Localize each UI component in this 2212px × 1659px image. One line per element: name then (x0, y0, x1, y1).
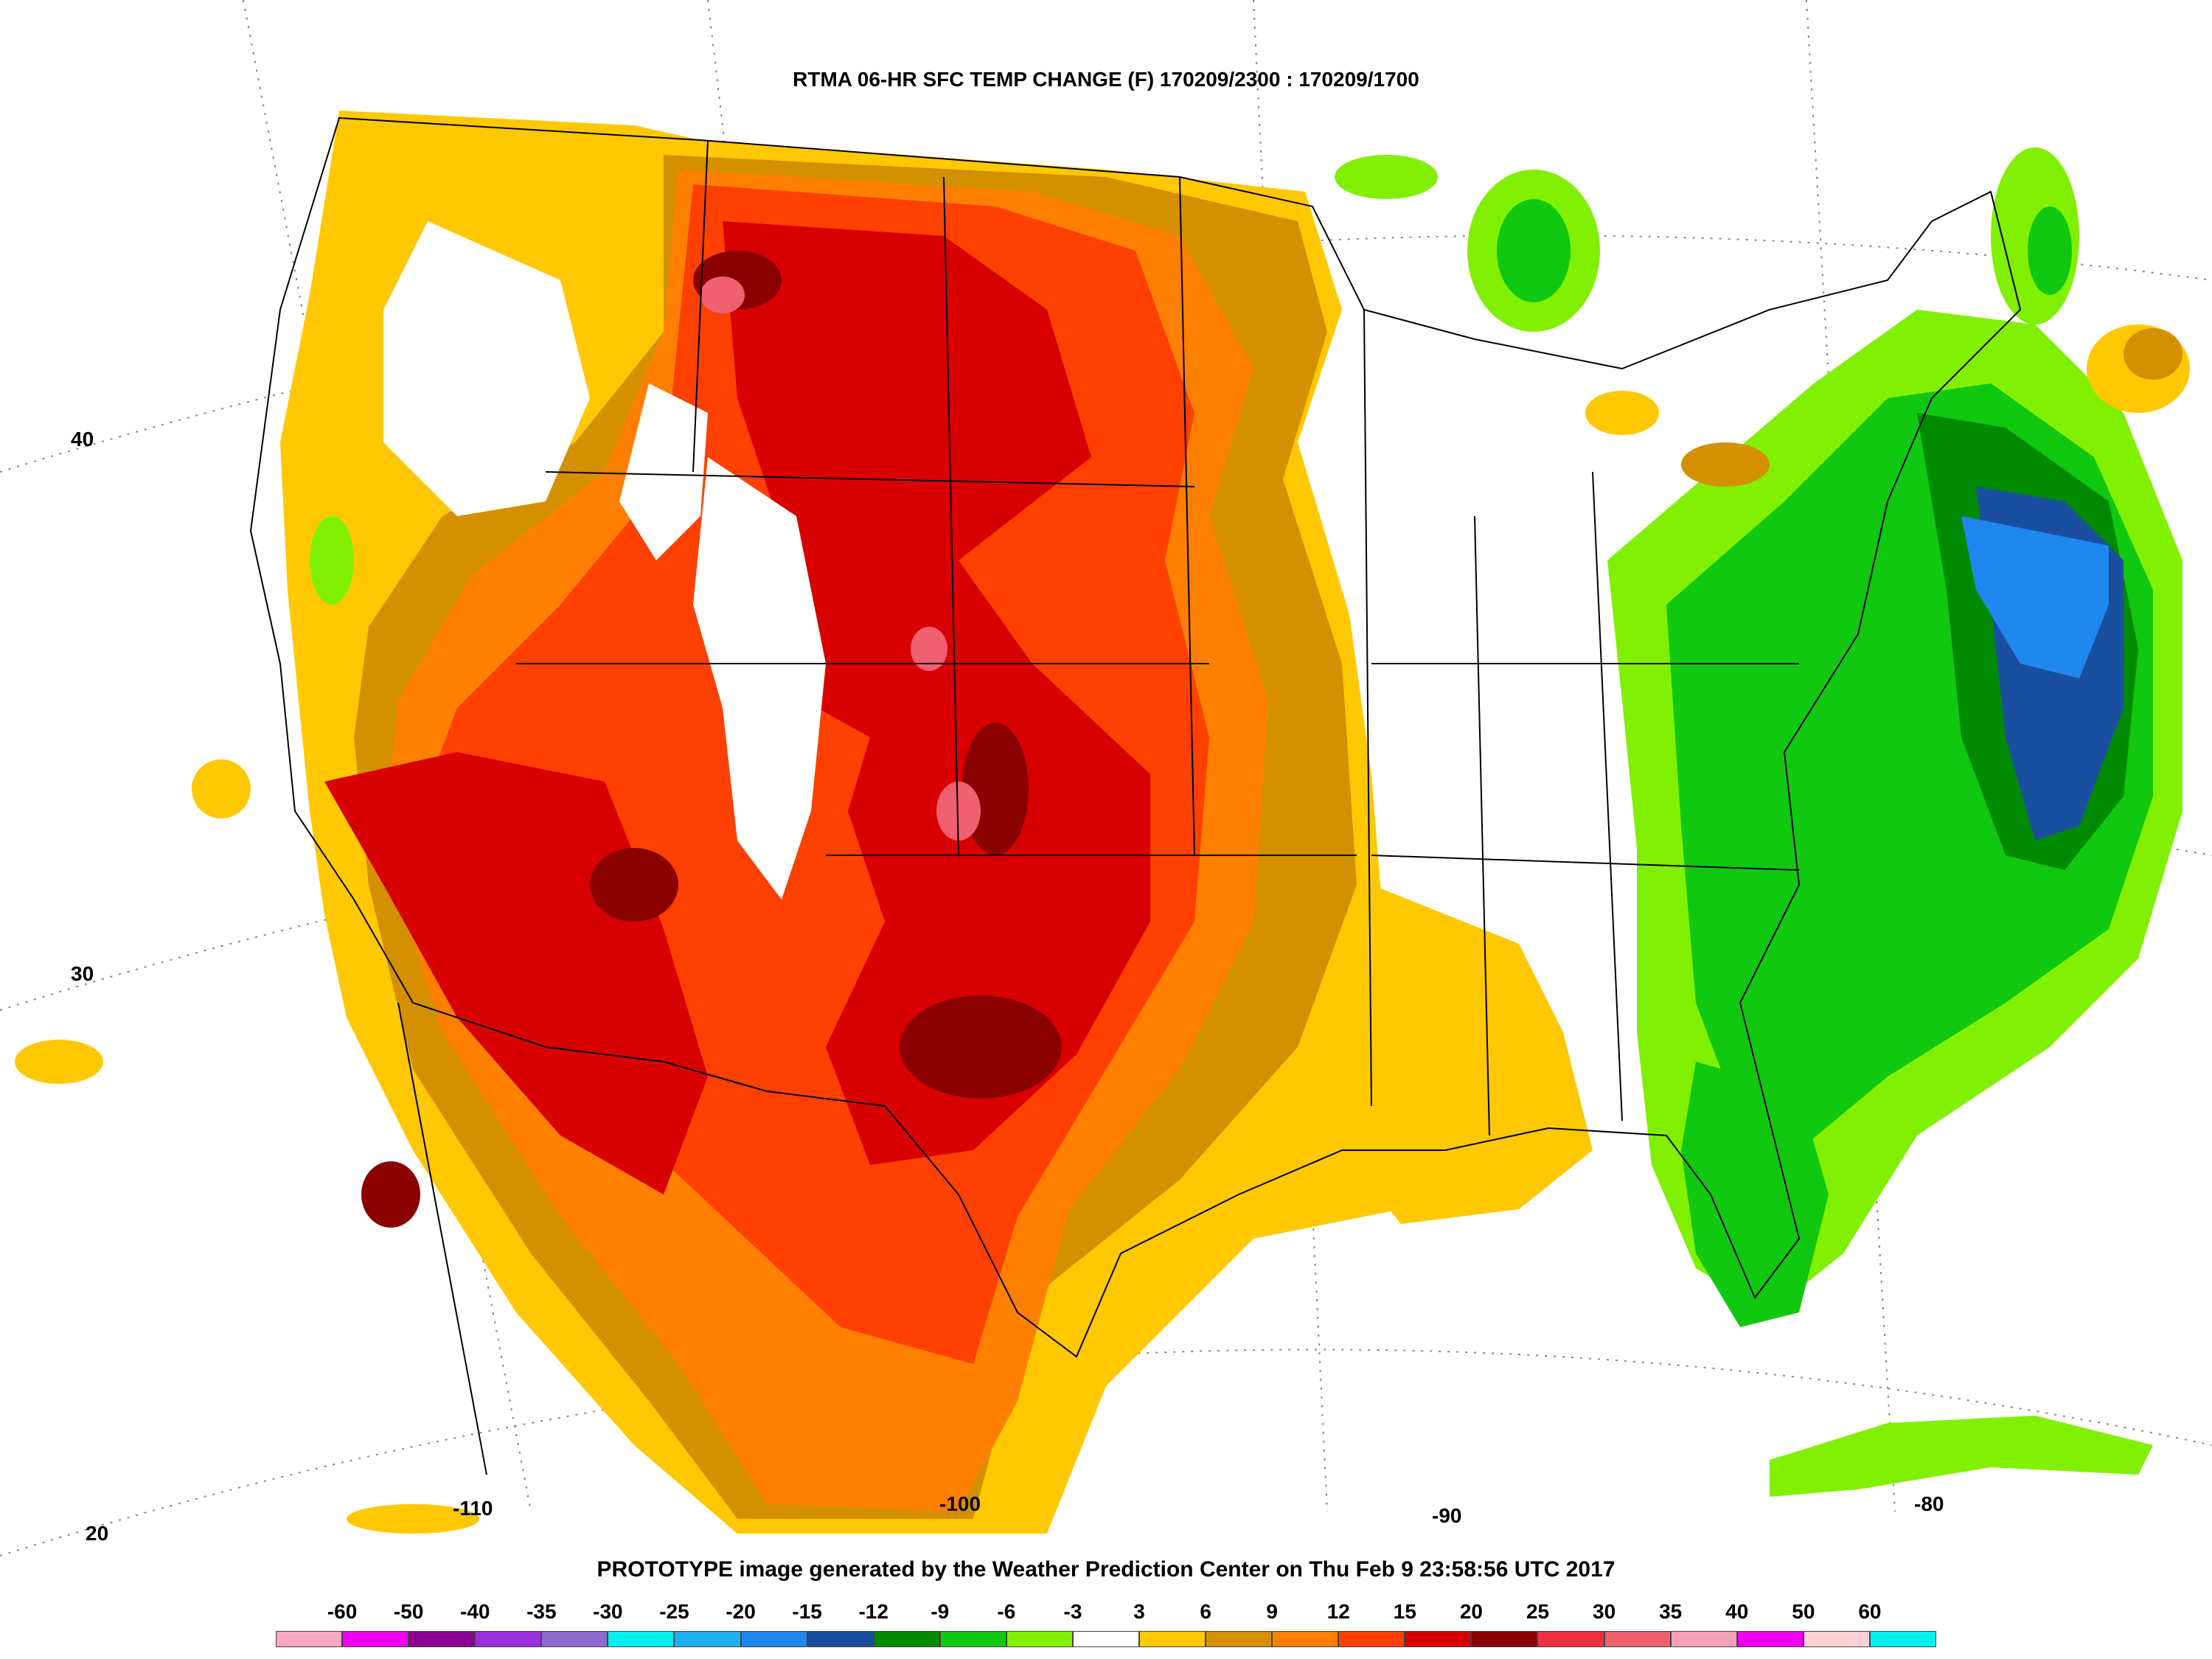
legend-swatch (541, 1631, 608, 1647)
legend-label: 12 (1326, 1600, 1350, 1623)
offshore-lightblue-region (1961, 516, 2109, 678)
white-patch-great-basin (619, 383, 708, 560)
map-title: RTMA 06-HR SFC TEMP CHANGE (F) 170209/23… (793, 68, 1419, 91)
canada-green-blob-5 (2028, 206, 2072, 295)
legend-label: -6 (997, 1600, 1016, 1623)
legend-swatch (1736, 1631, 1804, 1647)
legend-label: 35 (1659, 1600, 1683, 1623)
pacific-warm-blob-1 (192, 759, 251, 818)
legend-labels: -60 -50 -40 -35 -30 -25 -20 -15 -12 -9 -6 -3 3 6 9 12 15… (276, 1600, 1936, 1627)
legend-label: 9 (1266, 1600, 1278, 1623)
lat-label-20: 20 (86, 1522, 109, 1545)
legend-label: -30 (593, 1600, 623, 1623)
legend-swatch (1471, 1631, 1538, 1647)
white-patch-rockies (693, 457, 826, 900)
legend-label: 20 (1459, 1600, 1484, 1623)
legend-swatch (1405, 1631, 1472, 1647)
legend-label: -40 (460, 1600, 490, 1623)
lon-label-100: -100 (939, 1492, 981, 1515)
legend-swatch (1338, 1631, 1405, 1647)
legend-label: 15 (1393, 1600, 1416, 1623)
legend-swatch (873, 1631, 940, 1647)
legend-swatch (1272, 1631, 1339, 1647)
legend-label: -60 (327, 1600, 358, 1623)
legend-label: 3 (1133, 1600, 1145, 1623)
legend-swatches (276, 1631, 1936, 1647)
legend-label: 6 (1200, 1600, 1211, 1623)
legend-label: -15 (792, 1600, 822, 1623)
pink-spot-2 (936, 782, 981, 841)
legend-swatch (1604, 1631, 1671, 1647)
pink-spot-1 (700, 276, 745, 313)
northeast-tan-blob-2 (1585, 391, 1659, 435)
legend-swatch (1670, 1631, 1737, 1647)
legend-label: 40 (1725, 1600, 1749, 1623)
northeast-tan-blob-1 (1681, 442, 1770, 487)
legend-swatch (1537, 1631, 1604, 1647)
legend-swatch (1006, 1631, 1073, 1647)
temperature-field (15, 111, 2190, 1534)
gulf-yellow-region (1342, 885, 1593, 1224)
us-outline (249, 116, 2022, 1358)
legend-swatch (1206, 1631, 1273, 1647)
legend-swatch (1139, 1631, 1206, 1647)
legend-label: 25 (1526, 1600, 1550, 1623)
legend-label: -50 (393, 1600, 424, 1623)
legend-label: -35 (526, 1600, 557, 1623)
legend-swatch (674, 1631, 741, 1647)
legend-swatch (342, 1631, 409, 1647)
legend-label: 30 (1593, 1600, 1616, 1623)
legend-swatch (408, 1631, 476, 1647)
legend-label: -20 (726, 1600, 756, 1623)
legend-swatch (939, 1631, 1006, 1647)
pacific-warm-blob-3 (347, 1504, 479, 1534)
pacific-green-blob (310, 516, 354, 605)
legend-label: 50 (1792, 1600, 1815, 1623)
white-patch-northwest (383, 221, 590, 516)
legend-swatch (1072, 1631, 1140, 1647)
lat-label-30: 30 (71, 962, 94, 985)
legend-swatch (1869, 1631, 1936, 1647)
canada-green-blob-3 (1335, 155, 1438, 199)
legend-swatch (740, 1631, 807, 1647)
darkred-spot-1 (900, 995, 1062, 1099)
color-legend: -60 -50 -40 -35 -30 -25 -20 -15 -12 -9 -6 -3 3 6 9 12 15… (276, 1600, 1936, 1659)
legend-label: -25 (659, 1600, 689, 1623)
legend-label: 60 (1858, 1600, 1882, 1623)
lat-label-40: 40 (71, 428, 94, 451)
legend-label: -9 (931, 1600, 950, 1623)
legend-swatch (807, 1631, 874, 1647)
legend-swatch (1803, 1631, 1870, 1647)
darkred-spot-4 (590, 848, 678, 922)
legend-swatch (475, 1631, 542, 1647)
lon-label-80: -80 (1914, 1492, 1944, 1515)
canada-green-blob-2 (1497, 199, 1571, 302)
darkred-spot-5 (361, 1161, 420, 1228)
florida-green-region (1681, 1062, 1829, 1327)
pink-spot-3 (911, 627, 947, 671)
offshore-warm-blob-2 (2124, 328, 2183, 380)
lon-label-110: -110 (453, 1497, 493, 1520)
footer-caption: PROTOTYPE image generated by the Weather… (597, 1557, 1615, 1582)
pacific-warm-blob-2 (15, 1040, 103, 1084)
legend-label: -12 (858, 1600, 888, 1623)
boundaries (249, 116, 2022, 1475)
legend-swatch (608, 1631, 675, 1647)
cuba-green-region (1770, 1416, 2153, 1497)
legend-label: -3 (1063, 1600, 1082, 1623)
red-core-region (723, 221, 1150, 1165)
lon-label-90: -90 (1432, 1504, 1462, 1527)
legend-swatch (276, 1631, 343, 1647)
